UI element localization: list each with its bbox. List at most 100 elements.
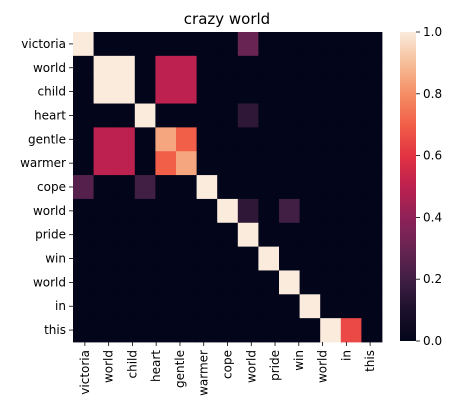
heatmap-cell (299, 103, 321, 128)
heatmap-cell (196, 175, 218, 200)
heatmap-cell (217, 246, 239, 271)
heatmap-cell (176, 127, 197, 152)
y-tick-label: win (45, 252, 66, 266)
heatmap-cell (361, 55, 383, 81)
heatmap-cell (320, 79, 342, 104)
heatmap-cell (196, 151, 218, 176)
heatmap-cell (176, 198, 197, 224)
heatmap-cell (73, 151, 94, 176)
heatmap-cell (258, 222, 280, 248)
heatmap-cell (196, 32, 218, 57)
heatmap-cell (93, 318, 115, 343)
heatmap-cell (114, 198, 136, 224)
heatmap-cell (258, 55, 280, 81)
heatmap-cell (93, 55, 115, 81)
heatmap-cell (73, 55, 94, 81)
heatmap-cell (237, 294, 259, 319)
heatmap-cell (73, 222, 94, 248)
heatmap-cell (155, 270, 177, 295)
heatmap-cell (361, 127, 383, 152)
heatmap-cell (217, 222, 239, 248)
heatmap-cell (299, 318, 321, 343)
heatmap-cell (114, 294, 136, 319)
heatmap-cell (134, 151, 156, 176)
heatmap-cell (340, 127, 362, 152)
heatmap-cell (176, 103, 197, 128)
y-tick-label: world (33, 204, 66, 218)
heatmap-cell (361, 294, 383, 319)
x-tick-label: victoria (78, 350, 92, 395)
heatmap-cell (279, 175, 300, 200)
heatmap-cell (320, 318, 342, 343)
heatmap-cell (217, 55, 239, 81)
heatmap-cell (237, 246, 259, 271)
heatmap-cell (320, 32, 342, 57)
heatmap-cell (361, 318, 383, 343)
heatmap-cell (361, 198, 383, 224)
heatmap-cell (176, 55, 197, 81)
heatmap-cell (299, 79, 321, 104)
heatmap-cell (340, 270, 362, 295)
heatmap-cell (73, 127, 94, 152)
heatmap-cell (217, 151, 239, 176)
colorbar: 0.0 0.2 0.4 0.6 0.8 1.0 (400, 25, 442, 348)
heatmap-cell (237, 270, 259, 295)
heatmap-cell (134, 294, 156, 319)
heatmap-cell (279, 270, 300, 295)
heatmap-cells (73, 32, 383, 343)
heatmap-cell (155, 246, 177, 271)
heatmap-cell (176, 294, 197, 319)
heatmap-cell (217, 175, 239, 200)
heatmap-cell (196, 270, 218, 295)
heatmap-cell (237, 318, 259, 343)
heatmap-cell (73, 198, 94, 224)
heatmap-cell (217, 103, 239, 128)
heatmap-cell (361, 270, 383, 295)
heatmap-cell (93, 246, 115, 271)
heatmap-cell (217, 79, 239, 104)
heatmap-cell (299, 270, 321, 295)
heatmap-cell (299, 55, 321, 81)
heatmap-cell (196, 127, 218, 152)
heatmap-cell (217, 198, 239, 224)
heatmap-cell (134, 175, 156, 200)
heatmap-cell (73, 294, 94, 319)
y-tick-label: pride (35, 228, 66, 242)
heatmap-cell (217, 270, 239, 295)
heatmap-cell (340, 151, 362, 176)
heatmap-cell (134, 103, 156, 128)
heatmap-cell (93, 294, 115, 319)
heatmap-cell (73, 175, 94, 200)
heatmap-cell (217, 32, 239, 57)
heatmap-cell (73, 32, 94, 57)
heatmap-cell (176, 318, 197, 343)
heatmap-cell (114, 222, 136, 248)
heatmap-cell (196, 318, 218, 343)
x-tick-label: world (244, 350, 258, 383)
heatmap-cell (155, 222, 177, 248)
heatmap-cell (93, 79, 115, 104)
heatmap-cell (114, 175, 136, 200)
heatmap-cell (155, 294, 177, 319)
heatmap-cell (114, 103, 136, 128)
heatmap-cell (299, 127, 321, 152)
heatmap-cell (155, 151, 177, 176)
heatmap-cell (155, 79, 177, 104)
heatmap-cell (114, 55, 136, 81)
heatmap-cell (340, 294, 362, 319)
y-tick-label: heart (34, 108, 66, 122)
heatmap-cell (258, 32, 280, 57)
heatmap-cell (196, 198, 218, 224)
y-tick-label: warmer (20, 156, 66, 170)
heatmap-cell (320, 198, 342, 224)
heatmap-cell (134, 127, 156, 152)
heatmap-cell (320, 151, 342, 176)
heatmap-cell (320, 270, 342, 295)
heatmap-cell (258, 175, 280, 200)
heatmap-cell (134, 79, 156, 104)
chart-title: crazy world (184, 10, 270, 28)
heatmap-cell (93, 32, 115, 57)
x-tick-label: world (102, 350, 116, 383)
heatmap-cell (237, 32, 259, 57)
